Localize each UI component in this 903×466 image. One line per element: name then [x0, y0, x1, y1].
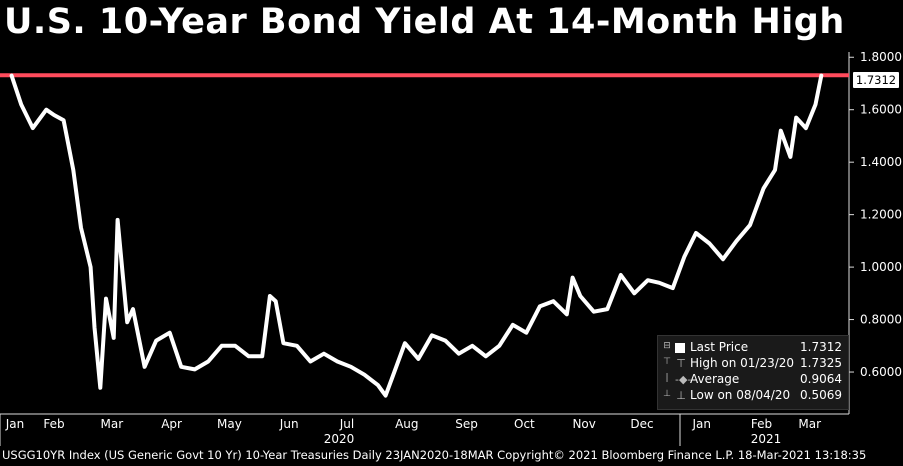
expand-icon: ⊟ [663, 341, 671, 351]
x-tick-label: Feb [43, 417, 64, 431]
x-tick-label: Nov [572, 417, 595, 431]
x-tick-label: Aug [395, 417, 418, 431]
square-icon [675, 343, 685, 353]
x-tick-label: Apr [161, 417, 182, 431]
low-marker-icon: ⊥ [676, 389, 686, 402]
axes [0, 52, 850, 446]
x-tick-label: Feb [751, 417, 772, 431]
yield-series-line [9, 73, 824, 398]
source-footer: USGG10YR Index (US Generic Govt 10 Yr) 1… [2, 448, 867, 462]
x-tick-label: Oct [514, 417, 535, 431]
y-tick-group: 1.8000 1.6000 1.4000 1.2000 1.0000 0.8000 0.60… [849, 50, 902, 379]
x-tick-label: May [217, 417, 242, 431]
legend-row-last-price: ⊟ Last Price 1.7312 [658, 340, 848, 356]
average-marker-icon: -◆- [675, 373, 692, 386]
legend-row-high: ⊤ ⊤ High on 01/23/20 1.7325 [663, 356, 842, 370]
legend-row-average: -◆- | Average 0.9064 [665, 372, 842, 386]
y-tick-label: 1.6000 [860, 103, 902, 117]
chart-title: U.S. 10-Year Bond Yield At 14-Month High [4, 2, 845, 42]
x-tick-label: Mar [100, 417, 123, 431]
x-tick-label: Sep [455, 417, 478, 431]
x-tick-label: Mar [798, 417, 821, 431]
legend-row-low: ⊥ ⊥ Low on 08/04/20 0.5069 [663, 388, 842, 402]
x-tick-label: Jan [692, 417, 712, 431]
x-year-label-2021: 2021 [751, 432, 782, 446]
last-price-badge: 1.7312 [853, 72, 899, 88]
y-tick-label: 1.2000 [860, 208, 902, 222]
y-tick-label: 1.0000 [860, 260, 902, 274]
legend: ⊟ Last Price 1.7312 ⊤ ⊤ High on 01/23/20… [657, 335, 849, 410]
y-tick-label: 0.6000 [860, 365, 902, 379]
x-tick-group: Jan Feb Mar Apr May Jun Jul Aug Sep Oct Nov Dec Jan F… [5, 417, 821, 431]
x-tick-label: Dec [630, 417, 653, 431]
x-tick-label: Jul [339, 417, 354, 431]
y-tick-label: 1.4000 [860, 155, 902, 169]
y-tick-label: 1.8000 [860, 50, 902, 64]
x-year-label-2020: 2020 [324, 432, 355, 446]
x-tick-label: Jan [5, 417, 25, 431]
x-tick-label: Jun [279, 417, 299, 431]
high-marker-icon: ⊤ [676, 357, 686, 370]
y-tick-label: 0.8000 [860, 313, 902, 327]
